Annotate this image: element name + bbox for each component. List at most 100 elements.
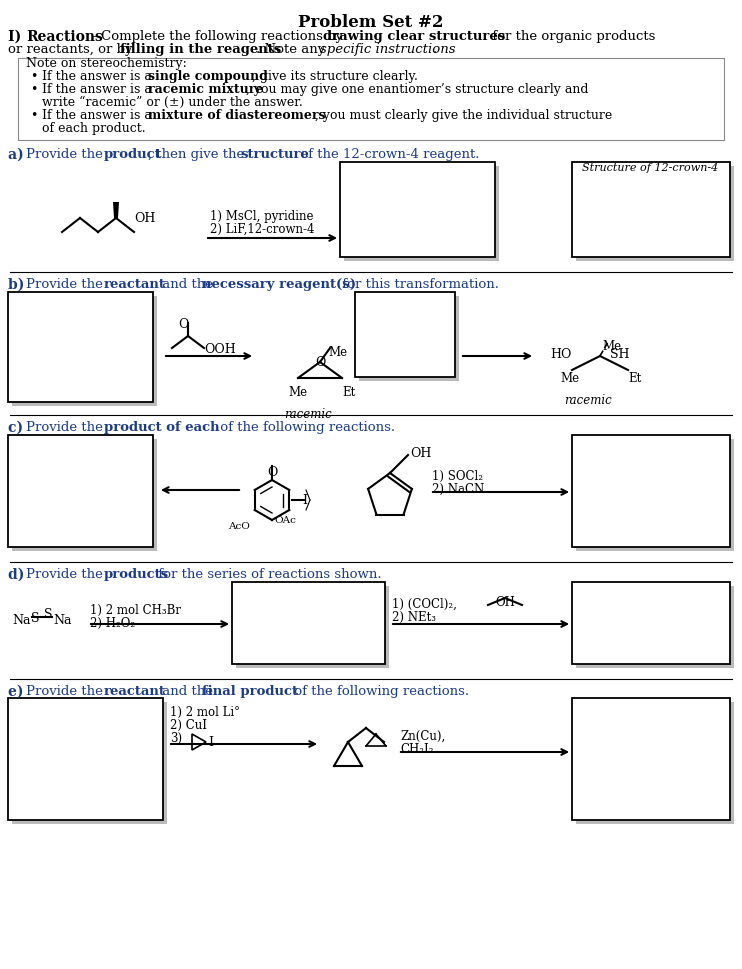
Text: 1) (COCl)₂,: 1) (COCl)₂, — [392, 598, 457, 611]
Bar — [576, 586, 734, 668]
Polygon shape — [192, 734, 206, 750]
Text: products: products — [104, 568, 169, 581]
Text: Note on stereochemistry:: Note on stereochemistry: — [26, 57, 187, 70]
Text: Provide the: Provide the — [26, 685, 107, 698]
Text: of the 12-crown-4 reagent.: of the 12-crown-4 reagent. — [296, 148, 479, 161]
Text: I: I — [208, 735, 213, 748]
Text: I: I — [302, 493, 307, 507]
Text: of each product.: of each product. — [42, 122, 145, 135]
Text: product: product — [104, 148, 162, 161]
Text: for the organic products: for the organic products — [488, 30, 655, 43]
Text: OH: OH — [410, 447, 431, 459]
Text: Me: Me — [288, 386, 307, 399]
Bar — [8, 435, 153, 547]
Text: b): b) — [8, 278, 29, 292]
Text: •: • — [30, 83, 37, 96]
Text: I): I) — [8, 30, 26, 44]
Bar — [12, 296, 157, 406]
Text: d): d) — [8, 568, 29, 582]
Text: 2) CuI: 2) CuI — [170, 719, 207, 732]
Bar — [572, 582, 730, 664]
Text: , you may give one enantiomer’s structure clearly and: , you may give one enantiomer’s structur… — [246, 83, 588, 96]
Bar — [12, 702, 167, 824]
Text: 1) SOCl₂: 1) SOCl₂ — [432, 470, 483, 483]
Text: a): a) — [8, 148, 29, 162]
Text: Structure of 12-crown-4: Structure of 12-crown-4 — [582, 163, 718, 173]
Text: O: O — [315, 356, 325, 369]
Bar — [576, 166, 734, 261]
Text: or reactants, or by: or reactants, or by — [8, 43, 137, 56]
Bar — [12, 439, 157, 551]
Text: OOH: OOH — [204, 342, 236, 356]
Polygon shape — [113, 202, 119, 218]
Text: racemic: racemic — [284, 408, 332, 421]
Text: If the answer is a: If the answer is a — [42, 109, 156, 122]
Text: - Complete the following reactions by: - Complete the following reactions by — [88, 30, 347, 43]
Text: 2) LiF,12-crown-4: 2) LiF,12-crown-4 — [210, 223, 315, 236]
Text: 1) 2 mol CH₃Br: 1) 2 mol CH₃Br — [90, 604, 181, 617]
Text: 2) NaCN: 2) NaCN — [432, 483, 485, 496]
Text: •: • — [30, 70, 37, 83]
Text: Et: Et — [628, 372, 641, 385]
Text: O: O — [178, 318, 188, 331]
Text: S: S — [31, 612, 39, 625]
Text: , give its structure clearly.: , give its structure clearly. — [252, 70, 418, 83]
Text: single compound: single compound — [148, 70, 268, 83]
Bar — [232, 582, 385, 664]
Bar — [572, 435, 730, 547]
Text: OH: OH — [134, 211, 155, 225]
Text: If the answer is a: If the answer is a — [42, 70, 156, 83]
Text: CH₂I₂: CH₂I₂ — [400, 743, 433, 756]
Bar — [576, 702, 734, 824]
Bar — [359, 296, 459, 381]
Text: Provide the: Provide the — [26, 278, 107, 291]
Text: filling in the reagents: filling in the reagents — [120, 43, 281, 56]
Text: e): e) — [8, 685, 28, 699]
Text: for this transformation.: for this transformation. — [338, 278, 499, 291]
Text: 2) NEt₃: 2) NEt₃ — [392, 611, 436, 624]
Bar — [572, 698, 730, 820]
Text: of the following reactions.: of the following reactions. — [290, 685, 469, 698]
Text: •: • — [30, 109, 37, 122]
Text: Provide the: Provide the — [26, 568, 107, 581]
Text: and the: and the — [158, 685, 217, 698]
Text: 1) MsCl, pyridine: 1) MsCl, pyridine — [210, 210, 314, 223]
Text: SH: SH — [610, 348, 629, 360]
Text: racemic mixture: racemic mixture — [148, 83, 263, 96]
Text: reactant: reactant — [104, 278, 166, 291]
Text: 2) H₂O₂: 2) H₂O₂ — [90, 617, 135, 630]
Text: Provide the: Provide the — [26, 421, 107, 434]
Text: . Note any: . Note any — [256, 43, 329, 56]
Text: OAc: OAc — [274, 516, 296, 525]
Text: If the answer is a: If the answer is a — [42, 83, 156, 96]
Text: Me: Me — [328, 346, 347, 359]
Bar — [18, 58, 724, 140]
Text: AcO: AcO — [228, 522, 250, 531]
Text: Na: Na — [53, 614, 71, 628]
Text: structure: structure — [240, 148, 309, 161]
Text: write “racemic” or (±) under the answer.: write “racemic” or (±) under the answer. — [42, 96, 303, 109]
Text: Me: Me — [602, 340, 621, 353]
Bar — [8, 698, 163, 820]
Bar — [572, 162, 730, 257]
Text: Et: Et — [342, 386, 355, 399]
Text: for the series of reactions shown.: for the series of reactions shown. — [154, 568, 381, 581]
Text: HO: HO — [550, 348, 571, 360]
Text: Reactions: Reactions — [26, 30, 103, 44]
Text: 1) 2 mol Li°: 1) 2 mol Li° — [170, 706, 240, 719]
Text: of the following reactions.: of the following reactions. — [216, 421, 395, 434]
Bar — [576, 439, 734, 551]
Text: , then give the: , then give the — [148, 148, 249, 161]
Text: Me: Me — [560, 372, 579, 385]
Text: 3): 3) — [170, 732, 182, 745]
Text: OH: OH — [495, 596, 515, 609]
Bar — [355, 292, 455, 377]
Text: and the: and the — [158, 278, 217, 291]
Text: necessary reagent(s): necessary reagent(s) — [202, 278, 356, 291]
Text: drawing clear structures: drawing clear structures — [323, 30, 505, 43]
Bar — [340, 162, 495, 257]
Text: final product: final product — [202, 685, 298, 698]
Text: Na: Na — [12, 614, 30, 628]
Text: O: O — [267, 466, 278, 479]
Text: Zn(Cu),: Zn(Cu), — [400, 730, 445, 743]
